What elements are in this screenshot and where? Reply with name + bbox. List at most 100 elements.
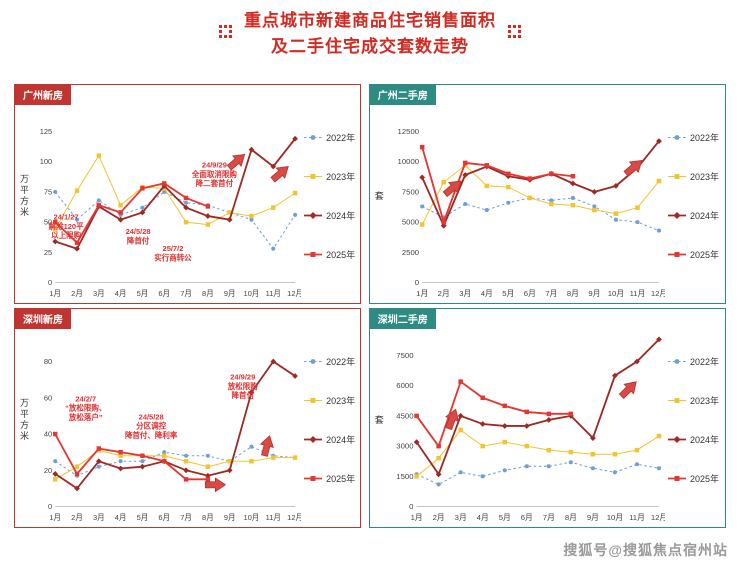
legend-label: 2024年 <box>690 211 720 221</box>
svg-text:8月: 8月 <box>565 513 577 522</box>
svg-text:12500: 12500 <box>397 127 419 136</box>
svg-text:6月: 6月 <box>521 513 533 522</box>
svg-text:3月: 3月 <box>459 289 471 298</box>
legend-item: 2025年 <box>304 248 358 261</box>
y-axis-label: 套 <box>373 190 384 202</box>
y-axis-label: 套 <box>373 414 384 426</box>
svg-text:25: 25 <box>44 248 52 257</box>
svg-text:5000: 5000 <box>402 218 419 227</box>
trend-arrow-icon <box>444 408 459 431</box>
legend-item: 2022年 <box>304 131 358 144</box>
legend-marker-icon <box>668 174 686 179</box>
svg-text:12月: 12月 <box>287 289 301 298</box>
svg-text:3000: 3000 <box>396 442 413 451</box>
svg-text:0: 0 <box>48 502 52 511</box>
panel-title-tab: 深圳新房 <box>15 309 71 329</box>
chart-area: 02500500075001000012500150001月2月3月4月5月6月… <box>386 91 665 301</box>
svg-text:2月: 2月 <box>71 289 83 298</box>
svg-text:100: 100 <box>40 157 53 166</box>
chart-annotation: 24/5/28 降首付 <box>126 227 151 245</box>
legend-item: 2025年 <box>668 472 723 485</box>
chart-area: 01500300045006000750090001月2月3月4月5月6月7月8… <box>386 315 665 525</box>
svg-text:0: 0 <box>409 502 413 511</box>
legend-marker-icon <box>304 435 323 444</box>
page-title-line2: 及二手住宅成交套数走势 <box>271 37 469 57</box>
svg-text:5月: 5月 <box>499 513 511 522</box>
legend-label: 2022年 <box>690 133 720 143</box>
svg-text:1月: 1月 <box>49 289 61 298</box>
legend-item: 2024年 <box>304 209 358 222</box>
trend-arrow-icon <box>259 435 274 457</box>
legend-item: 2024年 <box>668 209 723 222</box>
svg-text:2500: 2500 <box>402 248 419 257</box>
svg-text:7月: 7月 <box>545 289 557 298</box>
line-chart-canvas: 01500300045006000750090001月2月3月4月5月6月7月8… <box>396 321 665 522</box>
line-chart-canvas: 02550751001251501月2月3月4月5月6月7月8月9月10月11月… <box>40 97 301 298</box>
legend-marker-icon <box>304 398 323 403</box>
svg-text:7500: 7500 <box>396 351 413 360</box>
svg-text:9月: 9月 <box>224 289 236 298</box>
legend-item: 2023年 <box>668 394 723 407</box>
legend-item: 2024年 <box>304 433 358 446</box>
legend-label: 2024年 <box>690 435 720 445</box>
svg-text:5月: 5月 <box>502 289 514 298</box>
title-decoration-icon <box>219 25 232 43</box>
legend-label: 2025年 <box>326 250 356 260</box>
svg-text:1500: 1500 <box>396 472 413 481</box>
page-title: 重点城市新建商品住宅销售面积 及二手住宅成交套数走势 <box>244 8 496 61</box>
legend-marker-icon <box>668 135 686 140</box>
panel-shenzhen-secondhand: 深圳二手房 套 01500300045006000750090001月2月3月4… <box>368 308 726 528</box>
chart-area: 02550751001251501月2月3月4月5月6月7月8月9月10月11月… <box>31 91 301 301</box>
svg-text:4500: 4500 <box>396 411 413 420</box>
chart-legend: 2022年 2023年 2024年 2025年 <box>665 315 723 525</box>
legend-label: 2024年 <box>326 211 356 221</box>
svg-text:7月: 7月 <box>180 289 192 298</box>
legend-marker-icon <box>304 359 323 364</box>
panel-guangzhou-new-homes: 广州新房 万平方米 02550751001251501月2月3月4月5月6月7月… <box>14 84 361 304</box>
legend-item: 2025年 <box>668 248 723 261</box>
panel-title-tab: 广州二手房 <box>369 85 436 105</box>
legend-label: 2025年 <box>690 474 720 484</box>
y-axis-label: 万平方米 <box>19 398 29 442</box>
svg-text:2月: 2月 <box>432 513 444 522</box>
trend-arrow-icon <box>623 160 643 177</box>
trend-arrow-icon <box>270 166 289 183</box>
legend-item: 2023年 <box>668 170 723 183</box>
y-axis-label: 万平方米 <box>19 174 29 218</box>
legend-item: 2022年 <box>668 355 723 368</box>
page-title-line1: 重点城市新建商品住宅销售面积 <box>244 11 496 30</box>
svg-text:11月: 11月 <box>629 513 645 522</box>
legend-label: 2025年 <box>690 250 720 260</box>
svg-text:12月: 12月 <box>651 513 665 522</box>
svg-text:10月: 10月 <box>244 513 260 522</box>
legend-marker-icon <box>668 398 686 403</box>
legend-label: 2022年 <box>326 133 356 143</box>
svg-text:10月: 10月 <box>607 513 623 522</box>
page-header: 重点城市新建商品住宅销售面积 及二手住宅成交套数走势 <box>0 8 740 61</box>
svg-text:4月: 4月 <box>481 289 493 298</box>
legend-label: 2022年 <box>326 357 356 367</box>
svg-text:2月: 2月 <box>437 289 449 298</box>
title-decoration-icon <box>508 25 521 43</box>
charts-grid: 广州新房 万平方米 02550751001251501月2月3月4月5月6月7月… <box>14 84 726 528</box>
chart-legend: 2022年 2023年 2024年 2025年 <box>301 315 358 525</box>
svg-text:1月: 1月 <box>416 289 428 298</box>
line-chart-canvas: 0204060801001月2月3月4月5月6月7月8月9月10月11月12月2… <box>40 321 301 522</box>
svg-text:3月: 3月 <box>93 513 105 522</box>
line-chart-canvas: 02500500075001000012500150001月2月3月4月5月6月… <box>397 97 665 298</box>
svg-text:11月: 11月 <box>266 289 281 298</box>
svg-text:7500: 7500 <box>402 187 419 196</box>
svg-text:6月: 6月 <box>158 289 170 298</box>
legend-label: 2023年 <box>690 396 720 406</box>
svg-text:60: 60 <box>44 393 52 402</box>
legend-marker-icon <box>304 211 323 220</box>
svg-text:6月: 6月 <box>524 289 536 298</box>
svg-text:3月: 3月 <box>454 513 466 522</box>
svg-text:40: 40 <box>44 430 52 439</box>
svg-text:0: 0 <box>415 278 419 287</box>
svg-text:10月: 10月 <box>244 289 260 298</box>
legend-item: 2023年 <box>304 170 358 183</box>
svg-text:125: 125 <box>40 127 53 136</box>
svg-text:5月: 5月 <box>137 289 149 298</box>
